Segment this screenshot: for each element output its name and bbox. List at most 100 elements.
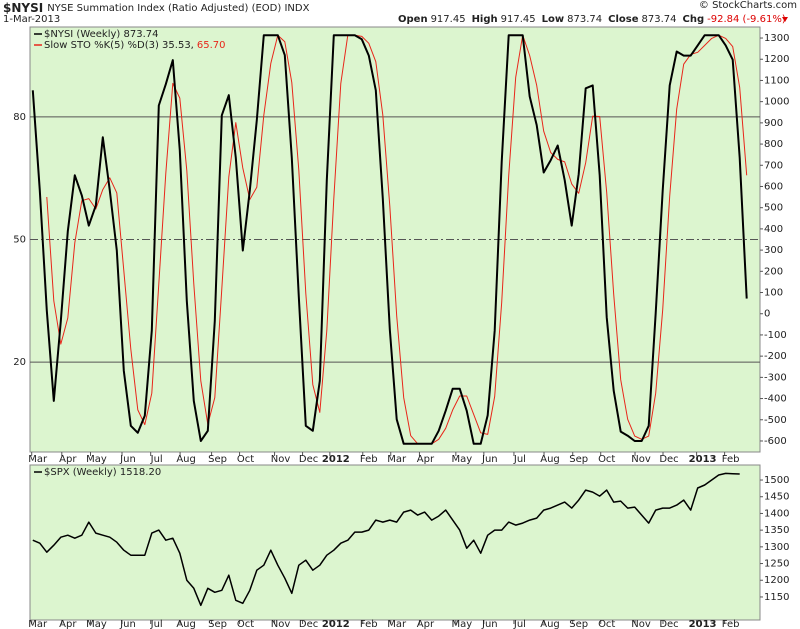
- quote-label: Open: [398, 14, 428, 25]
- x-tick-label: Jul: [513, 619, 526, 629]
- x-tick-label: May: [86, 619, 107, 629]
- symbol: $NYSI NYSE Summation Index (Ratio Adjuste…: [3, 1, 310, 15]
- quote-value: 873.74: [642, 14, 677, 25]
- x-tick-label: 2013: [689, 619, 717, 629]
- copyright: © StockCharts.com: [699, 0, 797, 11]
- y2-tick-label: -400: [764, 394, 787, 405]
- x-tick-label: Apr: [59, 619, 77, 629]
- y2-tick-label: 1000: [764, 97, 789, 108]
- x-tick-label: Aug: [176, 619, 196, 629]
- x-tick-label: Jul: [150, 454, 163, 465]
- symbol-text: $NYSI: [3, 1, 43, 15]
- x-tick-label: Aug: [176, 454, 196, 465]
- series-line: [46, 34, 748, 445]
- legend-value: 65.70: [197, 40, 226, 51]
- quote-label: Low: [542, 14, 564, 25]
- y2-tick-label: 300: [764, 245, 783, 256]
- quote-label: Close: [608, 14, 639, 25]
- y2-tick-label: 1300: [764, 542, 789, 553]
- y2-tick-label: 800: [764, 139, 783, 150]
- x-tick-label: Oct: [598, 454, 615, 465]
- plot-area: [29, 464, 761, 621]
- y-tick-label: 80: [13, 112, 26, 123]
- x-tick-label: Dec: [299, 619, 318, 629]
- y2-tick-label: 200: [764, 266, 783, 277]
- x-tick-label: Feb: [722, 619, 740, 629]
- y2-tick-label: 100: [764, 288, 783, 299]
- y2-tick-label: 1400: [764, 508, 789, 519]
- y2-tick-label: 1500: [764, 475, 789, 486]
- legend-entry: Slow STO %K(5) %D(3) 35.53, 65.70: [44, 40, 226, 51]
- quote-value: 917.45: [431, 14, 466, 25]
- x-tick-label: 2013: [689, 454, 717, 465]
- y-tick-label: 50: [13, 235, 26, 246]
- y2-tick-label: 1350: [764, 525, 789, 536]
- y2-tick-label: 1250: [764, 559, 789, 570]
- date: 1-Mar-2013: [3, 14, 60, 25]
- y2-tick-label: 1300: [764, 33, 789, 44]
- y2-tick-label: 1200: [764, 575, 789, 586]
- x-tick-label: Aug: [540, 619, 560, 629]
- y2-tick-label: 500: [764, 203, 783, 214]
- legend-text: Slow STO %K(5) %D(3) 35.53,: [44, 40, 194, 51]
- y-tick-label: 20: [13, 357, 26, 368]
- x-tick-label: Apr: [417, 454, 435, 465]
- x-tick-label: Feb: [360, 619, 378, 629]
- y2-tick-label: 700: [764, 160, 783, 171]
- quote-label: Chg: [683, 14, 705, 25]
- x-tick-label: Mar: [387, 619, 407, 629]
- series-line: [31, 34, 748, 445]
- x-tick-label: Dec: [659, 454, 678, 465]
- x-tick-label: 2012: [322, 454, 350, 465]
- x-tick-label: May: [451, 454, 472, 465]
- quote: Open 917.45 High 917.45 Low 873.74 Close 873.74…: [398, 14, 786, 25]
- quote-value: -92.84 (-9.61%): [707, 14, 786, 25]
- y2-tick-label: 0: [764, 309, 770, 320]
- quote-value: 873.74: [567, 14, 602, 25]
- x-tick-label: Nov: [271, 619, 291, 629]
- x-tick-label: Nov: [631, 619, 651, 629]
- x-tick-label: Mar: [28, 619, 48, 629]
- x-tick-label: Nov: [631, 454, 651, 465]
- x-tick-label: Nov: [271, 454, 291, 465]
- x-tick-label: Jun: [481, 619, 498, 629]
- y2-tick-label: -300: [764, 372, 787, 383]
- x-tick-label: Jun: [119, 454, 136, 465]
- x-tick-label: Oct: [237, 619, 254, 629]
- quote-label: High: [472, 14, 498, 25]
- y2-tick-label: 1100: [764, 75, 789, 86]
- x-tick-label: Aug: [540, 454, 560, 465]
- x-tick-label: Dec: [299, 454, 318, 465]
- x-tick-label: Feb: [722, 454, 740, 465]
- x-tick-label: Feb: [360, 454, 378, 465]
- quote-value: 917.45: [501, 14, 536, 25]
- x-tick-label: Jun: [119, 619, 136, 629]
- x-tick-label: 2012: [322, 619, 350, 629]
- legend-entry: $SPX (Weekly) 1518.20: [44, 467, 161, 478]
- y2-tick-label: -200: [764, 351, 787, 362]
- y2-tick-label: 900: [764, 118, 783, 129]
- x-tick-label: Mar: [28, 454, 48, 465]
- y2-tick-label: 600: [764, 181, 783, 192]
- y2-tick-label: -100: [764, 330, 787, 341]
- x-tick-label: Mar: [387, 454, 407, 465]
- x-tick-label: Sep: [208, 619, 227, 629]
- x-tick-label: Sep: [569, 454, 588, 465]
- x-tick-label: Sep: [208, 454, 227, 465]
- y2-tick-label: -600: [764, 436, 787, 447]
- x-tick-label: May: [86, 454, 107, 465]
- x-tick-label: May: [451, 619, 472, 629]
- down-arrow: [782, 17, 788, 22]
- y2-tick-label: -500: [764, 415, 787, 426]
- series-line: [32, 472, 740, 607]
- y2-tick-label: 400: [764, 224, 783, 235]
- x-tick-label: Apr: [417, 619, 435, 629]
- x-tick-label: Sep: [569, 619, 588, 629]
- x-tick-label: Jul: [150, 619, 163, 629]
- x-tick-label: Dec: [659, 619, 678, 629]
- x-tick-label: Jun: [481, 454, 498, 465]
- y2-tick-label: 1450: [764, 492, 789, 503]
- y2-tick-label: 1200: [764, 54, 789, 65]
- x-tick-label: Jul: [513, 454, 526, 465]
